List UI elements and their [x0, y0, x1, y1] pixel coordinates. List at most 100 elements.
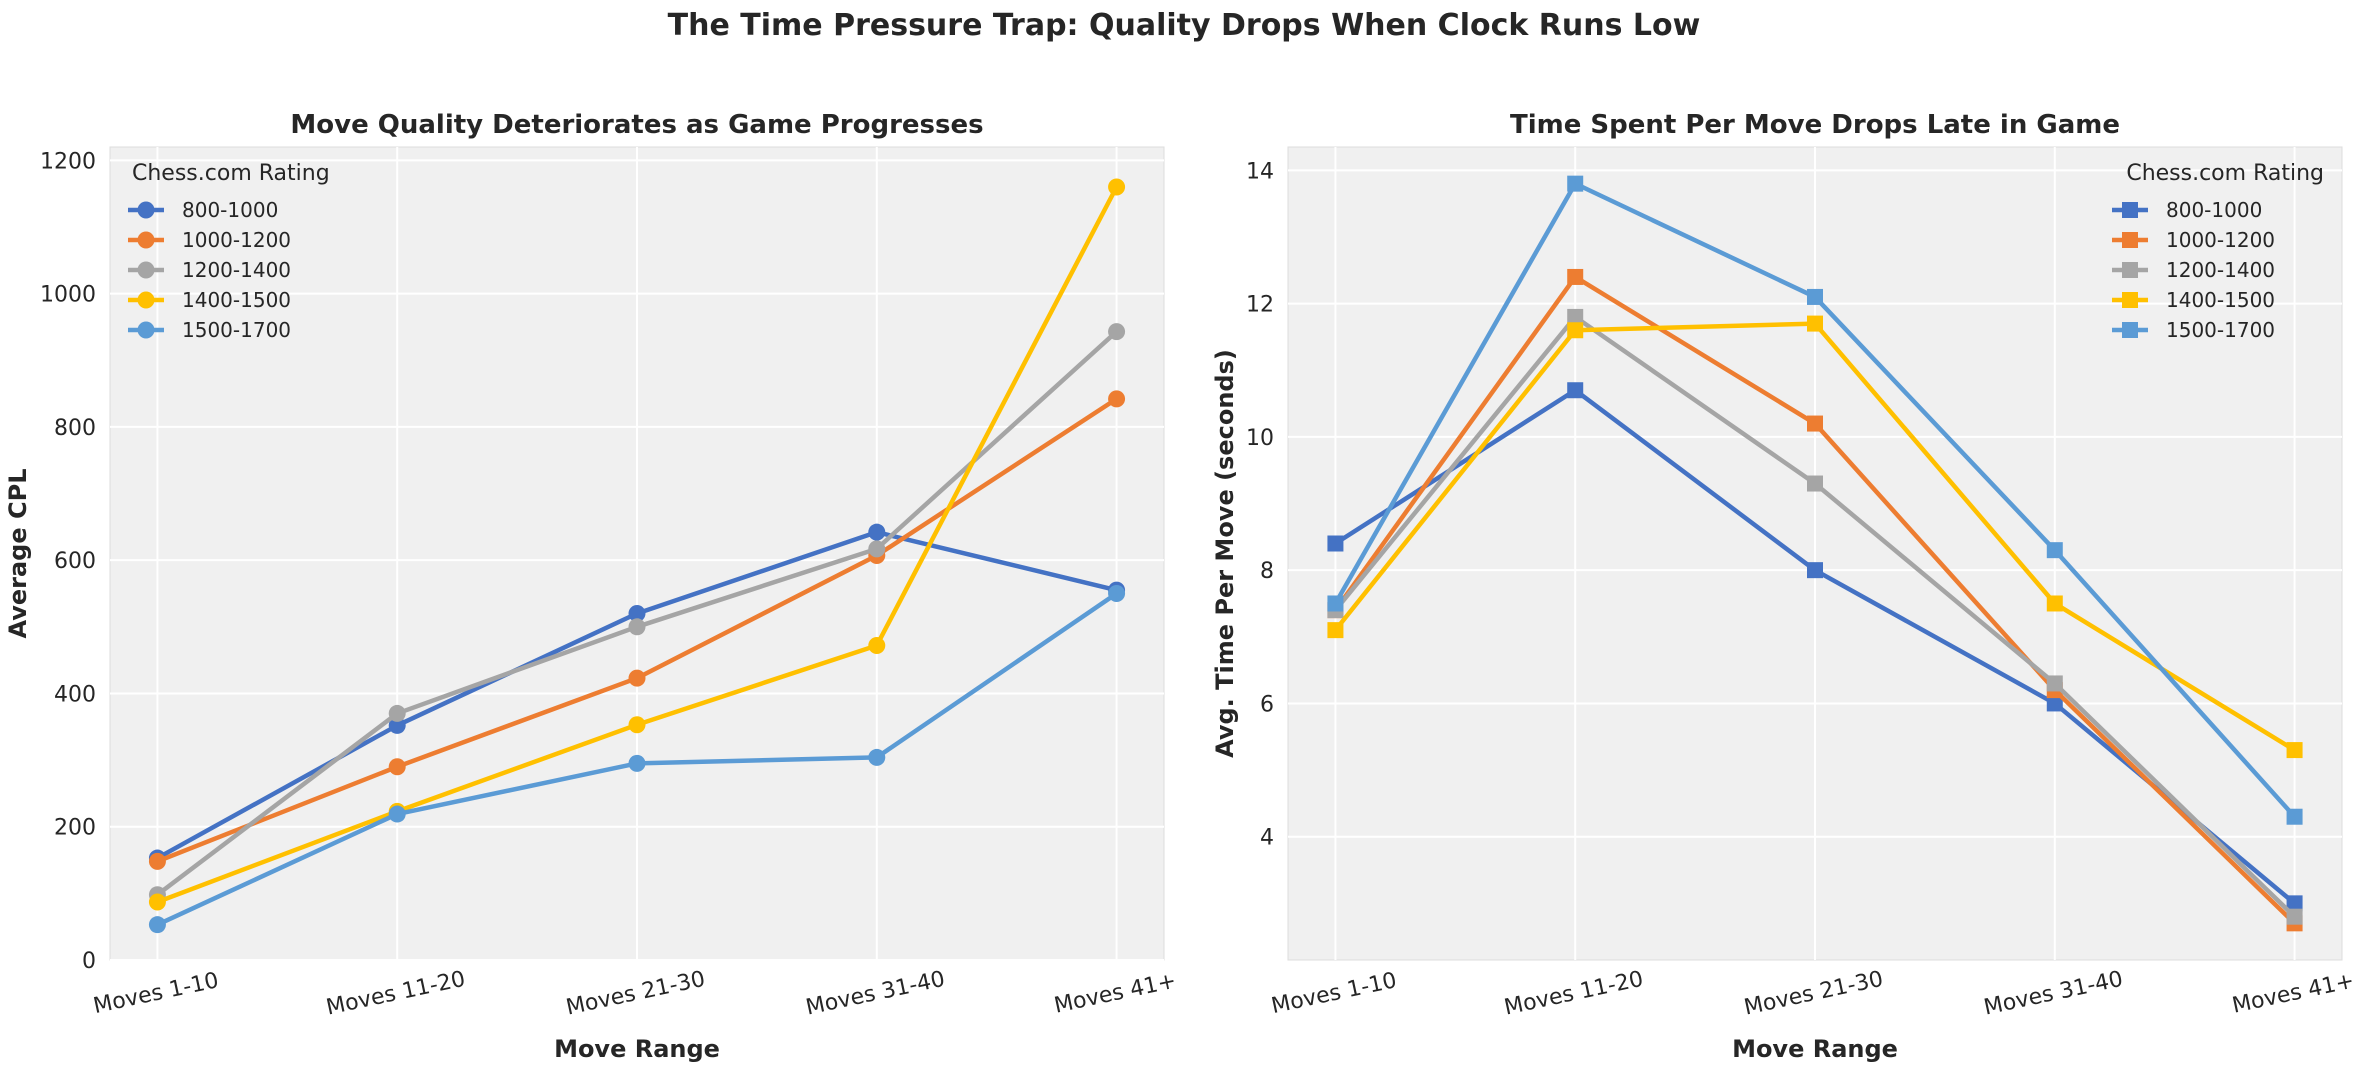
data-point [2286, 895, 2303, 912]
y-tick-label: 14 [1246, 159, 1274, 184]
x-tick-label: Moves 1-10 [91, 968, 221, 1019]
legend-marker [2122, 322, 2138, 338]
data-point [1807, 288, 1823, 305]
x-tick-label: Moves 31-40 [1982, 967, 2125, 1021]
series-1000-1200 [148, 390, 1126, 870]
legend-marker [2122, 262, 2138, 278]
data-point [388, 716, 406, 734]
data-point [1807, 315, 1823, 332]
data-point [2286, 908, 2303, 925]
legend-label: 1200-1400 [182, 258, 291, 282]
legend: Chess.com Rating 800-1000 1000-1200 1200-14… [2112, 161, 2324, 342]
data-point [148, 916, 166, 934]
series-1400-1500 [1327, 315, 2303, 759]
legend-marker [2122, 292, 2138, 308]
data-point [1567, 175, 1584, 192]
data-point [1567, 308, 1584, 325]
data-point [2046, 675, 2063, 692]
data-point [2046, 695, 2063, 712]
panel-title: Time Spent Per Move Drops Late in Game [1510, 110, 2120, 140]
data-point [2286, 742, 2303, 759]
data-point [1807, 562, 1823, 579]
data-point [2046, 595, 2063, 612]
legend-label: 1400-1500 [2166, 288, 2275, 312]
chart-panel-1: 0 200 400 600 800 1000 1200 Moves 1-10 Moves 11-… [4, 110, 1178, 1063]
legend-marker [137, 201, 155, 219]
y-axis-title: Avg. Time Per Move (seconds) [1211, 349, 1239, 758]
data-point [1567, 268, 1584, 285]
legend-marker [137, 261, 155, 279]
legend-item-1200-1400: 1200-1400 [2112, 258, 2275, 282]
data-point [628, 754, 646, 772]
legend-marker [2122, 202, 2138, 218]
data-point [868, 636, 886, 654]
data-point [2046, 542, 2063, 559]
x-tick-label: Moves 1-10 [1269, 968, 1399, 1019]
x-tick-label: Moves 11-20 [324, 967, 467, 1021]
legend-label: 800-1000 [182, 198, 278, 222]
data-point [1327, 595, 1344, 612]
data-point [1567, 382, 1584, 399]
legend-label: 1000-1200 [2166, 228, 2275, 252]
data-point [388, 805, 406, 823]
legend-item-800-1000: 800-1000 [2112, 198, 2262, 222]
legend-item-1400-1500: 1400-1500 [2112, 288, 2275, 312]
x-tick-label: Moves 21-30 [1742, 967, 1885, 1021]
legend-item-1400-1500: 1400-1500 [128, 288, 291, 312]
legend-marker [137, 321, 155, 339]
legend-label: 1500-1700 [2166, 318, 2275, 342]
legend-title: Chess.com Rating [132, 161, 330, 186]
y-tick-label: 1000 [40, 283, 96, 308]
y-tick-label: 1200 [40, 149, 96, 174]
legend-item-1000-1200: 1000-1200 [2112, 228, 2275, 252]
data-point [388, 704, 406, 722]
data-point [1108, 178, 1126, 196]
data-point [2286, 808, 2303, 825]
data-point [1327, 535, 1344, 552]
x-axis-title: Move Range [554, 1035, 720, 1063]
data-point [868, 748, 886, 766]
legend-item-1500-1700: 1500-1700 [2112, 318, 2275, 342]
series-1500-1700 [1327, 175, 2303, 825]
y-tick-label: 12 [1246, 293, 1274, 318]
y-tick-label: 600 [54, 549, 96, 574]
data-point [628, 669, 646, 687]
x-tick-label: Moves 31-40 [804, 967, 947, 1021]
data-point [388, 758, 406, 776]
data-point [1108, 323, 1126, 341]
series-1500-1700 [148, 584, 1126, 934]
x-axis-title: Move Range [1732, 1035, 1898, 1063]
legend-item-1000-1200: 1000-1200 [128, 228, 291, 252]
legend-marker [2122, 232, 2138, 248]
data-point [628, 618, 646, 636]
data-point [1108, 584, 1126, 602]
y-tick-label: 10 [1246, 426, 1274, 451]
x-tick-label: Moves 41+ [2230, 969, 2356, 1019]
data-point [1327, 622, 1344, 639]
legend-item-1500-1700: 1500-1700 [128, 318, 291, 342]
data-point [868, 540, 886, 558]
data-point [1108, 390, 1126, 408]
data-point [148, 852, 166, 870]
legend-item-1200-1400: 1200-1400 [128, 258, 291, 282]
legend-title: Chess.com Rating [2126, 161, 2324, 186]
y-tick-label: 0 [82, 949, 96, 974]
legend-label: 1400-1500 [182, 288, 291, 312]
data-point [1807, 475, 1823, 492]
legend-label: 1200-1400 [2166, 258, 2275, 282]
legend-marker [137, 291, 155, 309]
x-tick-label: Moves 21-30 [564, 967, 707, 1021]
panel-title: Move Quality Deteriorates as Game Progre… [290, 110, 983, 140]
figure-title: The Time Pressure Trap: Quality Drops Wh… [667, 8, 1701, 43]
y-tick-label: 200 [54, 816, 96, 841]
data-point [868, 523, 886, 541]
legend-item-800-1000: 800-1000 [128, 198, 278, 222]
data-point [628, 716, 646, 734]
data-point [148, 893, 166, 911]
legend-label: 800-1000 [2166, 198, 2262, 222]
data-point [1807, 415, 1823, 432]
y-axis-title: Average CPL [4, 469, 32, 639]
legend-marker [137, 231, 155, 249]
y-tick-label: 800 [54, 416, 96, 441]
